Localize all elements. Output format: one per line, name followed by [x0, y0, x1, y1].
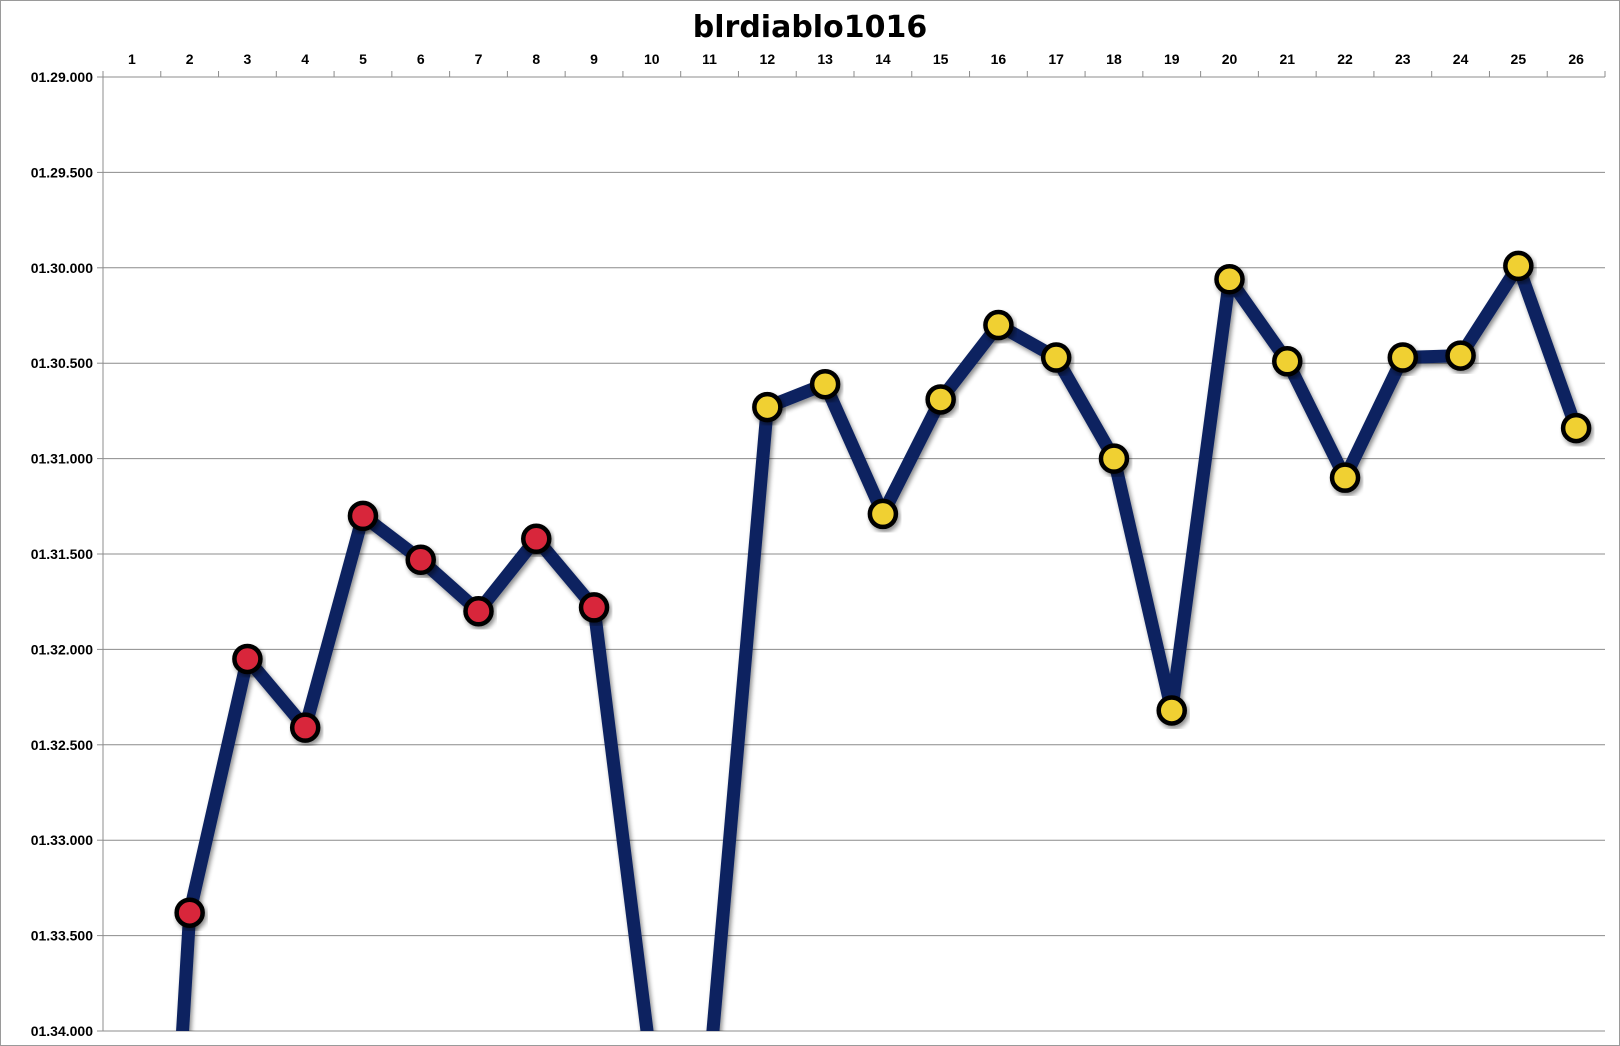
data-point: [867, 498, 899, 530]
x-tick-label: 10: [644, 51, 660, 67]
data-point: [521, 523, 552, 554]
x-tick-label: 19: [1164, 51, 1180, 67]
y-tick-label: 01.29.500: [31, 164, 93, 180]
data-point: [809, 368, 841, 400]
data-point: [1098, 443, 1130, 474]
x-tick-label: 26: [1568, 51, 1584, 67]
data-point: [1387, 342, 1419, 373]
x-tick-label: 18: [1106, 51, 1122, 67]
chart-title: blrdiablo1016: [693, 10, 927, 45]
data-point: [1214, 263, 1245, 295]
y-tick-label: 01.32.000: [31, 641, 93, 657]
x-tick-label: 24: [1453, 51, 1469, 67]
data-point: [1329, 462, 1361, 493]
x-tick-label: 20: [1222, 51, 1238, 67]
x-tick-label: 2: [186, 51, 194, 67]
x-tick-label: 21: [1279, 51, 1295, 67]
x-tick-label: 1: [128, 51, 136, 67]
y-tick-label: 01.33.500: [31, 928, 93, 944]
data-point: [578, 592, 610, 623]
x-tick-label: 15: [933, 51, 949, 67]
data-point: [463, 595, 494, 627]
data-point: [174, 897, 205, 928]
x-tick-label: 25: [1511, 51, 1527, 67]
data-point: [232, 643, 263, 675]
data-point: [1040, 342, 1072, 373]
x-tick-label: 9: [590, 51, 598, 67]
y-tick-label: 01.29.000: [31, 69, 93, 85]
x-tick-label: 7: [475, 51, 483, 67]
x-tick-label: 5: [359, 51, 367, 67]
y-tick-label: 01.33.000: [31, 832, 93, 848]
data-point: [289, 712, 321, 743]
data-point: [405, 544, 436, 575]
data-point: [1272, 346, 1303, 377]
data-point: [347, 500, 379, 532]
x-tick-label: 17: [1048, 51, 1064, 67]
y-tick-label: 01.32.500: [31, 737, 93, 753]
axes: [97, 71, 1606, 1032]
x-tick-labels: 1 2 3 4 5 6 7 8 9 10 11 12 13 14 15 16 17 18 19 20 21 22 23 24 2…: [128, 51, 1584, 67]
data-point: [1560, 412, 1592, 444]
y-tick-labels: 01.29.000 01.29.500 01.30.000 01.30.500 01.3…: [31, 69, 93, 1039]
data-point: [1503, 250, 1534, 282]
x-tick-label: 14: [875, 51, 891, 67]
x-tick-label: 22: [1337, 51, 1353, 67]
y-tick-label: 01.34.000: [31, 1023, 93, 1039]
data-point: [925, 384, 956, 415]
data-point: [983, 309, 1014, 341]
data-point: [1156, 695, 1187, 726]
x-tick-label: 3: [244, 51, 252, 67]
x-tick-label: 4: [301, 51, 309, 67]
x-tick-label: 13: [817, 51, 833, 67]
x-tick-label: 8: [532, 51, 540, 67]
y-tick-label: 01.31.500: [31, 546, 93, 562]
x-tick-label: 6: [417, 51, 425, 67]
data-point: [752, 391, 783, 423]
x-tick-label: 16: [991, 51, 1007, 67]
y-tick-label: 01.30.500: [31, 355, 93, 371]
y-tick-label: 01.30.000: [31, 260, 93, 276]
data-points: [174, 250, 1592, 928]
x-tick-label: 12: [760, 51, 776, 67]
data-point: [1445, 340, 1476, 371]
x-tick-label: 23: [1395, 51, 1411, 67]
x-tick-label: 11: [702, 51, 717, 67]
y-tick-label: 01.31.000: [31, 451, 93, 467]
